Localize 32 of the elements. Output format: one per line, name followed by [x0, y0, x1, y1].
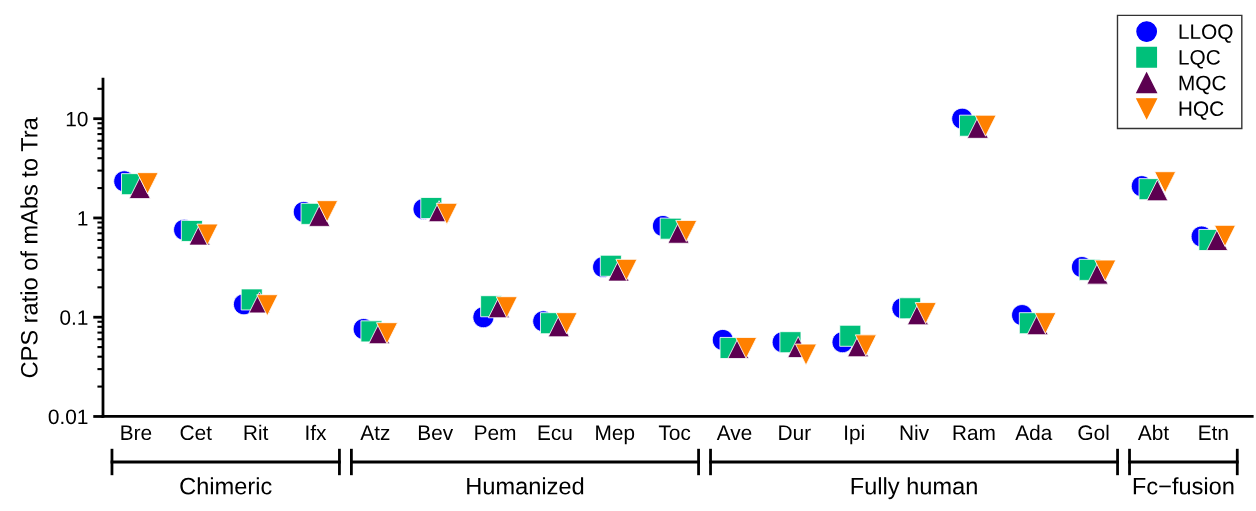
y-axis-title: CPS ratio of mAbs to Tra: [20, 117, 38, 378]
legend-label: MQC: [1179, 75, 1226, 95]
x-tick-label: Bev: [418, 425, 454, 441]
legend-label: LQC: [1179, 49, 1220, 69]
x-tick-label: Ipi: [845, 424, 864, 445]
legend-label: HQC: [1179, 101, 1224, 120]
x-tick-label: Ifx: [306, 424, 327, 440]
x-tick-label: Ram: [953, 425, 995, 441]
text: Chimeric: [180, 477, 272, 495]
x-tick-label: Ave: [716, 425, 752, 441]
x-tick-label: Rit: [244, 424, 269, 441]
y-tick-label: 0.01: [48, 409, 88, 425]
y-tick-label: 0.1: [60, 310, 88, 325]
y-tick-label: 10: [66, 111, 88, 127]
y-tick-label: 1: [78, 211, 88, 226]
x-tick-label: Ecu: [538, 425, 572, 441]
legend-label: LLOQ: [1179, 24, 1233, 43]
x-tick-label: Mep: [596, 425, 635, 445]
x-tick-label: Pem: [475, 425, 516, 441]
text: Humanized: [467, 477, 584, 495]
x-tick-label: Dur: [779, 425, 811, 441]
x-tick-label: Niv: [900, 424, 930, 440]
text: Fully human: [851, 477, 977, 500]
text: Fc−fusion: [1133, 477, 1234, 495]
x-tick-label: Etn: [1199, 425, 1228, 441]
x-tick-label: Bre: [121, 425, 152, 441]
x-tick-label: Atz: [360, 425, 390, 441]
x-tick-label: Toc: [658, 425, 691, 441]
x-tick-label: Ada: [1015, 424, 1053, 441]
x-tick-label: Abt: [1137, 424, 1169, 441]
x-tick-label: Gol: [1078, 424, 1109, 441]
x-tick-label: Cet: [180, 425, 212, 441]
